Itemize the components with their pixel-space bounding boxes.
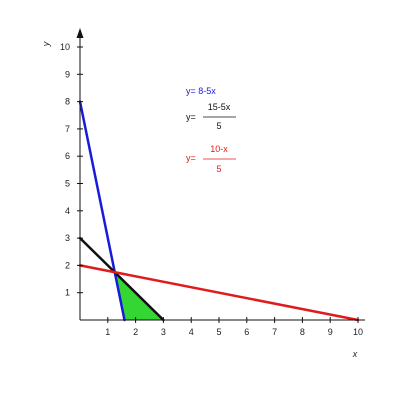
y-tick-label-8: 8	[65, 97, 70, 107]
legend-black-prefix: y=	[186, 112, 196, 122]
y-tick-label-10: 10	[60, 42, 70, 52]
series-line-blue	[78, 100, 126, 322]
y-axis-label: y	[41, 41, 51, 47]
legend-blue-equation: y= 8-5x	[186, 86, 216, 96]
x-tick-label-5: 5	[216, 327, 221, 337]
x-tick-label-7: 7	[272, 327, 277, 337]
x-axis-label: x	[352, 349, 358, 359]
x-tick-label-2: 2	[133, 327, 138, 337]
legend-red-numerator: 10-x	[210, 144, 228, 154]
legend-red-prefix: y=	[186, 153, 196, 163]
y-tick-label-3: 3	[65, 233, 70, 243]
y-tick-label-5: 5	[65, 179, 70, 189]
y-tick-label-9: 9	[65, 69, 70, 79]
y-tick-label-4: 4	[65, 206, 70, 216]
legend-black-numerator: 15-5x	[208, 102, 231, 112]
x-tick-label-1: 1	[105, 327, 110, 337]
x-tick-label-6: 6	[244, 327, 249, 337]
series-line-black	[78, 236, 165, 322]
y-tick-label-6: 6	[65, 151, 70, 161]
x-tick-label-4: 4	[189, 327, 194, 337]
legend-black-denominator: 5	[216, 121, 221, 131]
legend: y= 8-5x y= 15-5x 5 y= 10-x 5	[186, 86, 236, 174]
x-tick-label-9: 9	[328, 327, 333, 337]
series-line-red	[78, 264, 360, 322]
y-tick-label-2: 2	[65, 260, 70, 270]
x-tick-label-10: 10	[353, 327, 363, 337]
y-axis-arrow	[76, 28, 84, 38]
y-tick-label-7: 7	[65, 124, 70, 134]
legend-red-denominator: 5	[216, 164, 221, 174]
x-tick-label-3: 3	[161, 327, 166, 337]
y-tick-label-1: 1	[65, 288, 70, 298]
x-tick-label-8: 8	[300, 327, 305, 337]
